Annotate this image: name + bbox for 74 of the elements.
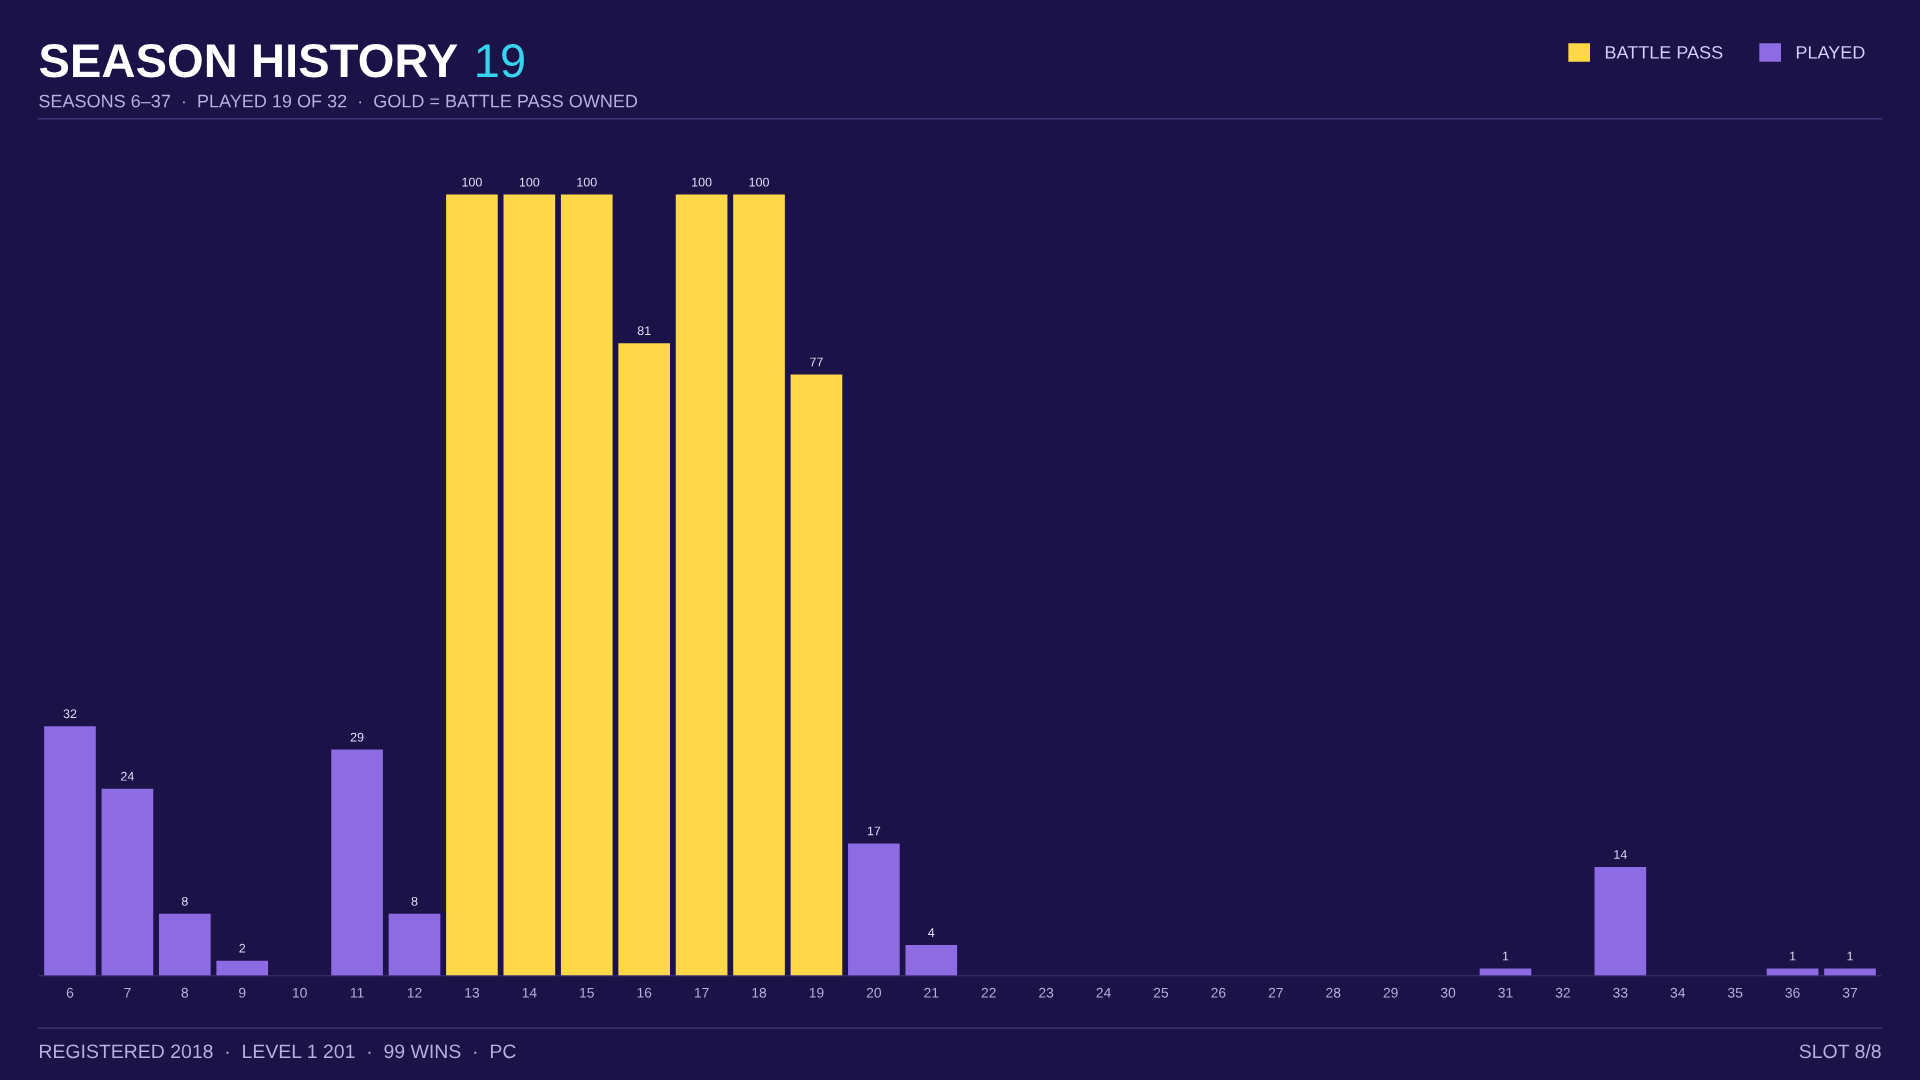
data-label: 17 [867,826,881,836]
x-tick-label: 34 [1670,987,1686,998]
x-tick-label: 21 [924,987,939,998]
data-label: 81 [637,326,651,336]
legend-label: PLAYED [1796,46,1865,59]
text: SLOT 8/8 [1799,1043,1881,1059]
bar [790,374,843,977]
bar [331,749,383,977]
chart-subtitle: SEASONS 6–37 · PLAYED 19 OF 32 · GOLD = BATTLE PASS OWNED [39,94,638,108]
x-tick-label: 13 [465,987,480,998]
x-tick-label: 10 [293,987,307,998]
data-label: 29 [350,732,364,742]
x-tick-label: 17 [694,987,709,998]
bar [618,343,671,977]
bar [503,194,556,977]
bar [675,194,728,977]
x-tick-label: 9 [239,987,246,998]
x-tick-label: 29 [1383,987,1398,998]
data-label: 4 [928,928,935,937]
x-tick-label: 30 [1440,987,1456,998]
x-tick-label: 19 [809,987,824,998]
x-tick-label: 22 [981,987,996,998]
data-label: 100 [749,177,769,187]
x-tick-label: 20 [866,987,882,998]
data-label: 1 [1790,951,1796,961]
chart-title: SEASON HISTORY [39,44,458,78]
x-tick-label: 15 [580,987,594,998]
x-tick-label: 11 [350,987,364,998]
x-tick-label: 31 [1498,987,1513,998]
bar [446,194,498,977]
data-label: 1 [1847,951,1853,961]
bar [560,194,613,977]
x-tick-label: 12 [407,987,422,998]
data-label: 32 [63,709,77,719]
bar [1594,866,1647,977]
data-label: 14 [1614,850,1627,859]
data-label: 77 [810,357,823,367]
x-tick-label: 32 [1555,987,1570,998]
x-tick-label: 7 [124,987,131,998]
bar [848,843,900,977]
x-tick-label: 37 [1842,987,1858,998]
x-tick-label: 33 [1613,987,1628,998]
x-tick-label: 16 [637,987,652,998]
bar [388,913,441,977]
bar [905,945,958,977]
data-label: 100 [462,177,482,187]
legend-label: BATTLE PASS [1605,45,1723,59]
text: 19 [477,44,524,78]
x-tick-label: 28 [1326,987,1341,998]
data-label: 8 [181,896,188,906]
data-label: 100 [519,177,540,187]
data-label: 100 [692,177,712,187]
bar [216,960,269,977]
data-label: 2 [239,943,246,953]
bar [158,913,211,977]
x-tick-label: 25 [1153,987,1169,998]
data-label: 8 [411,896,418,906]
x-tick-label: 6 [66,987,74,998]
x-tick-label: 36 [1785,987,1800,998]
x-tick-label: 27 [1268,987,1283,998]
x-tick-label: 35 [1727,987,1743,998]
bar [733,194,785,977]
x-tick-label: 23 [1039,987,1054,998]
x-tick-label: 14 [522,987,537,998]
x-tick-label: 18 [752,987,767,998]
bar [44,726,96,977]
x-tick-label: 24 [1096,987,1111,998]
data-label: 100 [577,177,597,187]
x-tick-label: 8 [181,987,189,998]
bar [101,788,154,977]
x-tick-label: 26 [1211,987,1226,998]
data-label: 1 [1502,951,1509,961]
text: REGISTERED 2018 · LEVEL 1 201 · 99 WINS · PC [40,1044,516,1059]
data-label: 24 [121,771,134,781]
